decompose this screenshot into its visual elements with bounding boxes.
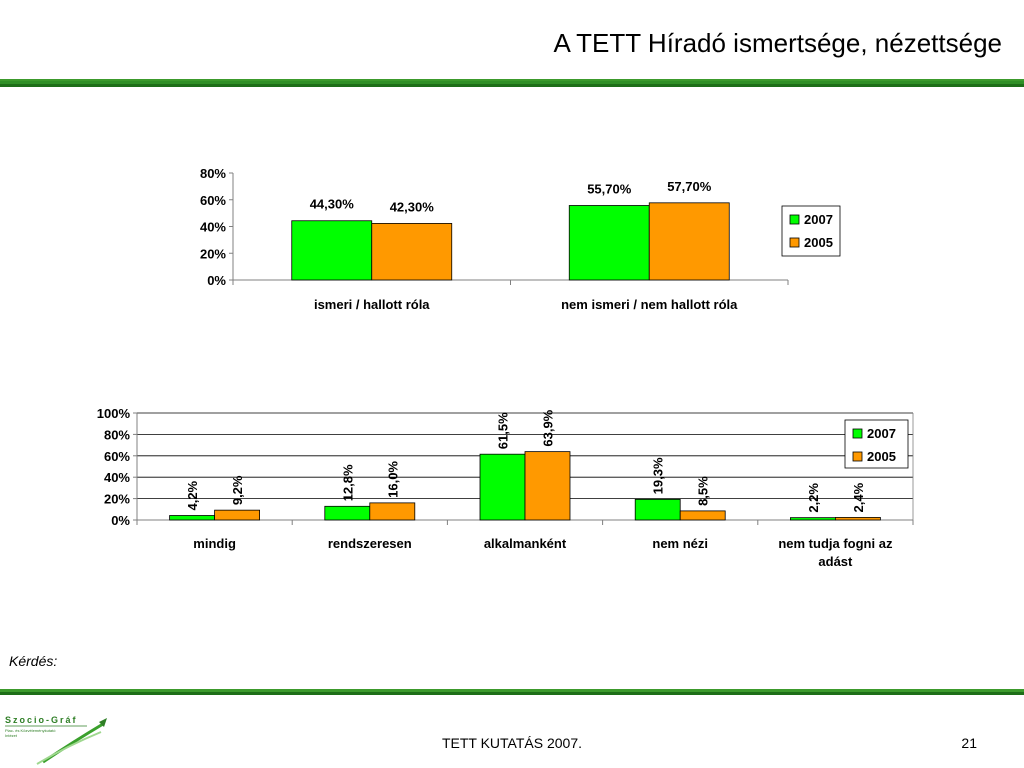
- data-label: 55,70%: [587, 182, 632, 197]
- footer-text: TETT KUTATÁS 2007.: [441, 735, 583, 751]
- bar-2005: [524, 451, 571, 521]
- data-label: 63,9%: [541, 409, 556, 446]
- data-label: 8,5%: [696, 476, 711, 506]
- category-label: nem tudja fogni az: [778, 536, 893, 551]
- category-label: nem ismeri / nem hallott róla: [561, 297, 738, 312]
- y-tick-label: 80%: [200, 166, 226, 181]
- y-tick-label: 0%: [111, 513, 130, 528]
- legend-label: 2007: [804, 212, 833, 227]
- legend-swatch-2005: [852, 451, 863, 462]
- data-label: 61,5%: [496, 412, 511, 449]
- legend-swatch-2005: [789, 237, 800, 248]
- data-label: 42,30%: [390, 199, 435, 214]
- top-divider: [0, 79, 1024, 87]
- bar-2007: [634, 498, 681, 521]
- y-tick-label: 40%: [200, 220, 226, 235]
- y-tick-label: 100%: [97, 406, 131, 421]
- y-tick-label: 60%: [104, 449, 130, 464]
- bar-2005: [679, 510, 726, 521]
- svg-text:Piac- és Közvéleménykutató: Piac- és Közvéleménykutató: [5, 728, 56, 733]
- bar-2005: [648, 202, 730, 281]
- data-label: 12,8%: [340, 464, 355, 501]
- bar-2007: [790, 517, 836, 521]
- bar-2005: [835, 517, 881, 521]
- bar-2005: [371, 223, 453, 281]
- chart-awareness: 0% 20% 40% 60% 80% 44,30% 42,30% ismeri / hallo…: [200, 166, 841, 312]
- bar-2007: [169, 515, 215, 521]
- legend-label: 2007: [867, 426, 896, 441]
- bar-2005: [214, 509, 261, 521]
- y-tick-label: 20%: [104, 492, 130, 507]
- data-label: 19,3%: [651, 457, 666, 494]
- y-tick-label: 60%: [200, 193, 226, 208]
- y-tick-label: 0%: [207, 273, 226, 288]
- svg-text:Intézet: Intézet: [5, 733, 18, 738]
- data-label: 2,4%: [851, 482, 866, 512]
- chart-viewership: 0% 20% 40% 60% 80% 100% 4,2% 9,2% mindig 12,8% 16,…: [97, 406, 914, 569]
- svg-text:Szocio-Gráf: Szocio-Gráf: [5, 715, 78, 725]
- category-label: nem nézi: [652, 536, 708, 551]
- data-label: 4,2%: [185, 480, 200, 510]
- question-label: Kérdés:: [9, 653, 58, 669]
- bottom-divider: [0, 689, 1024, 695]
- category-label: alkalmanként: [484, 536, 567, 551]
- bar-2007: [291, 220, 373, 281]
- legend-label: 2005: [867, 449, 896, 464]
- category-label: ismeri / hallott róla: [314, 297, 430, 312]
- legend-swatch-2007: [852, 428, 863, 439]
- category-label: mindig: [193, 536, 236, 551]
- legend-box: [781, 205, 841, 257]
- data-label: 2,2%: [806, 483, 821, 513]
- page-number: 21: [961, 735, 977, 751]
- data-label: 16,0%: [385, 461, 400, 498]
- data-label: 57,70%: [667, 179, 712, 194]
- bar-2005: [369, 502, 416, 521]
- category-label: adást: [818, 554, 853, 569]
- data-label: 44,30%: [310, 197, 355, 212]
- legend-label: 2005: [804, 235, 833, 250]
- slide-title: A TETT Híradó ismertsége, nézettsége: [553, 28, 1002, 58]
- y-tick-label: 20%: [200, 246, 226, 261]
- y-tick-label: 40%: [104, 470, 130, 485]
- bar-2007: [324, 505, 371, 521]
- category-label: rendszeresen: [328, 536, 412, 551]
- bar-2007: [568, 205, 650, 281]
- y-tick-label: 80%: [104, 427, 130, 442]
- legend-swatch-2007: [789, 214, 800, 225]
- bar-2007: [479, 453, 526, 521]
- company-logo: Szocio-Gráf Piac- és Közvéleménykutató I…: [5, 715, 107, 765]
- data-label: 9,2%: [230, 475, 245, 505]
